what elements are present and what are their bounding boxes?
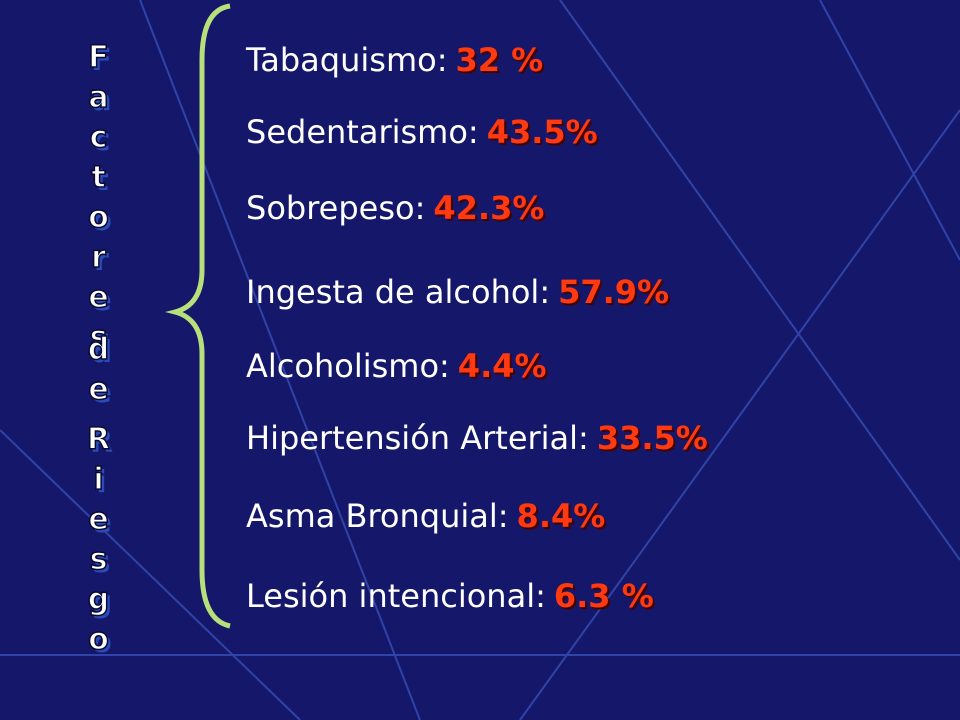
risk-label: Ingesta de alcohol: [246,273,551,311]
risk-value: 6.3 % [553,577,654,615]
side-title-word: Factores [80,39,117,361]
side-title-word: de [80,331,117,413]
risk-item: Sobrepeso: 42.3% [246,189,544,227]
risk-label: Alcoholismo: [246,347,450,385]
risk-label: Lesión intencional: [246,577,546,615]
risk-value: 33.5% [596,419,708,457]
risk-item: Sedentarismo: 43.5% [246,113,598,151]
risk-value: 57.9% [558,273,670,311]
risk-item: Ingesta de alcohol: 57.9% [246,273,669,311]
risk-label: Hipertensión Arterial: [246,419,589,457]
risk-item: Lesión intencional: 6.3 % [246,577,654,615]
side-title-word: Riesgo [80,421,117,663]
risk-item: Asma Bronquial: 8.4% [246,497,605,535]
risk-label: Tabaquismo: [246,41,448,79]
risk-value: 43.5% [486,113,598,151]
risk-item: Tabaquismo: 32 % [246,41,543,79]
risk-value: 4.4% [457,347,547,385]
risk-label: Asma Bronquial: [246,497,509,535]
risk-item: Alcoholismo: 4.4% [246,347,547,385]
risk-value: 8.4% [516,497,606,535]
risk-label: Sobrepeso: [246,189,426,227]
risk-item: Hipertensión Arterial: 33.5% [246,419,708,457]
risk-value: 42.3% [433,189,545,227]
risk-label: Sedentarismo: [246,113,479,151]
risk-value: 32 % [455,41,544,79]
brace [165,3,231,629]
